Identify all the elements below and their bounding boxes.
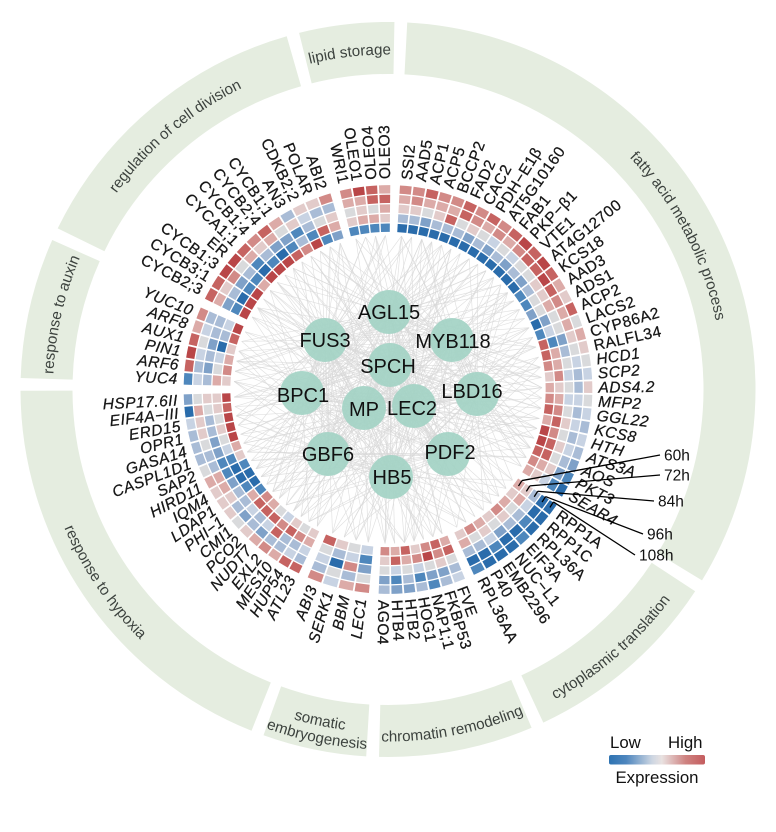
- svg-text:SSI2: SSI2: [399, 144, 419, 181]
- svg-text:MP: MP: [349, 399, 379, 421]
- svg-text:108h: 108h: [639, 548, 673, 565]
- svg-text:ADS4.2: ADS4.2: [597, 379, 655, 397]
- svg-text:84h: 84h: [658, 494, 684, 511]
- svg-text:MFP2: MFP2: [598, 394, 642, 413]
- svg-text:AGL15: AGL15: [358, 302, 420, 324]
- svg-text:GGL22: GGL22: [596, 408, 650, 431]
- svg-text:LBD16: LBD16: [441, 381, 502, 403]
- svg-text:PDF2: PDF2: [424, 442, 475, 464]
- svg-text:SPCH: SPCH: [360, 356, 416, 378]
- svg-text:PIN1: PIN1: [143, 337, 182, 360]
- svg-text:High: High: [668, 733, 703, 752]
- svg-text:LEC2: LEC2: [387, 398, 437, 420]
- svg-text:AAD5: AAD5: [413, 138, 436, 183]
- svg-text:LEC1: LEC1: [348, 597, 370, 640]
- svg-text:72h: 72h: [664, 468, 690, 485]
- svg-text:96h: 96h: [647, 527, 673, 544]
- svg-text:FUS3: FUS3: [299, 330, 350, 352]
- svg-text:HSP17.6II: HSP17.6II: [102, 393, 178, 414]
- svg-text:Expression: Expression: [615, 768, 698, 787]
- svg-text:ARF6: ARF6: [136, 352, 180, 374]
- svg-text:HB5: HB5: [373, 467, 412, 489]
- svg-text:HCD1: HCD1: [595, 345, 641, 368]
- svg-text:60h: 60h: [664, 448, 690, 465]
- svg-text:HOG1: HOG1: [414, 596, 439, 644]
- svg-text:MYB118: MYB118: [415, 331, 490, 353]
- svg-text:GBF6: GBF6: [302, 444, 354, 466]
- svg-text:OLEO4: OLEO4: [359, 125, 380, 180]
- svg-text:BPC1: BPC1: [277, 385, 329, 407]
- svg-text:OLEO3: OLEO3: [376, 125, 394, 179]
- svg-text:HTB2: HTB2: [401, 598, 422, 641]
- svg-text:YUC4: YUC4: [134, 369, 178, 388]
- svg-text:AGO4: AGO4: [374, 600, 392, 645]
- svg-text:Low: Low: [610, 733, 642, 752]
- svg-text:HTB4: HTB4: [388, 599, 407, 641]
- svg-text:SCP2: SCP2: [597, 362, 641, 382]
